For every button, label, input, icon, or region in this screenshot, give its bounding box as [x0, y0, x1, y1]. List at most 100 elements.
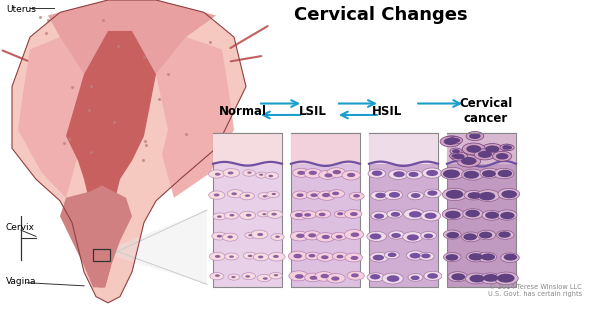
Circle shape — [385, 251, 399, 259]
Circle shape — [443, 252, 461, 262]
Circle shape — [371, 211, 388, 220]
Circle shape — [305, 273, 322, 282]
Circle shape — [464, 171, 479, 179]
Circle shape — [427, 273, 438, 279]
Circle shape — [304, 213, 311, 217]
Circle shape — [479, 192, 495, 201]
Circle shape — [251, 230, 268, 239]
FancyBboxPatch shape — [369, 133, 438, 164]
Circle shape — [304, 231, 321, 240]
Circle shape — [372, 171, 382, 176]
Circle shape — [349, 192, 364, 200]
Circle shape — [469, 133, 481, 139]
Circle shape — [327, 273, 345, 283]
Circle shape — [370, 252, 389, 262]
Circle shape — [406, 251, 425, 260]
Text: Cervical
cancer: Cervical cancer — [460, 97, 512, 125]
Circle shape — [427, 190, 437, 196]
Circle shape — [384, 190, 403, 200]
Circle shape — [257, 274, 271, 281]
Circle shape — [367, 231, 386, 241]
Circle shape — [410, 276, 419, 280]
Text: Normal: Normal — [219, 105, 267, 118]
Circle shape — [451, 152, 467, 161]
Circle shape — [308, 233, 316, 237]
Circle shape — [224, 212, 238, 219]
Circle shape — [215, 274, 220, 277]
Circle shape — [451, 273, 465, 281]
Circle shape — [469, 275, 485, 282]
Circle shape — [325, 173, 332, 177]
Circle shape — [496, 153, 508, 159]
Circle shape — [269, 272, 282, 279]
Circle shape — [446, 254, 458, 261]
Circle shape — [424, 234, 433, 239]
Circle shape — [409, 172, 419, 177]
Text: Cervical Changes: Cervical Changes — [294, 6, 468, 24]
Circle shape — [388, 231, 404, 239]
Circle shape — [310, 276, 317, 280]
Circle shape — [243, 170, 256, 176]
Circle shape — [466, 273, 487, 284]
Circle shape — [497, 170, 512, 177]
Circle shape — [501, 253, 519, 263]
Polygon shape — [60, 185, 132, 287]
Circle shape — [466, 252, 487, 262]
Circle shape — [500, 144, 513, 151]
Circle shape — [232, 276, 236, 278]
Circle shape — [319, 213, 326, 216]
Circle shape — [483, 274, 499, 282]
Circle shape — [212, 232, 227, 240]
Circle shape — [351, 273, 359, 277]
Circle shape — [424, 189, 441, 198]
Circle shape — [229, 214, 235, 216]
Circle shape — [305, 252, 320, 260]
Circle shape — [271, 234, 284, 240]
Circle shape — [493, 151, 512, 161]
Circle shape — [350, 256, 358, 260]
Circle shape — [422, 168, 442, 178]
Circle shape — [263, 195, 267, 197]
Circle shape — [317, 253, 334, 261]
Circle shape — [370, 233, 382, 239]
Circle shape — [258, 193, 271, 199]
Circle shape — [322, 193, 330, 197]
Circle shape — [350, 212, 358, 216]
Circle shape — [257, 211, 269, 217]
Circle shape — [373, 255, 384, 260]
Polygon shape — [156, 37, 234, 198]
Circle shape — [410, 253, 421, 258]
Circle shape — [227, 190, 243, 198]
Circle shape — [271, 213, 277, 216]
Circle shape — [467, 192, 481, 199]
Circle shape — [248, 234, 253, 236]
Circle shape — [247, 171, 251, 174]
Circle shape — [407, 234, 419, 241]
Circle shape — [217, 235, 222, 238]
Circle shape — [446, 232, 459, 239]
Circle shape — [268, 252, 285, 261]
Circle shape — [391, 233, 401, 238]
Circle shape — [371, 191, 388, 200]
Circle shape — [215, 255, 220, 258]
Circle shape — [292, 191, 308, 199]
Circle shape — [337, 212, 343, 215]
Circle shape — [263, 277, 268, 280]
Circle shape — [331, 232, 347, 240]
Circle shape — [445, 211, 461, 219]
Circle shape — [297, 171, 305, 175]
Circle shape — [344, 230, 364, 239]
Circle shape — [232, 192, 237, 195]
Circle shape — [478, 230, 496, 240]
Circle shape — [388, 252, 397, 257]
Circle shape — [461, 232, 481, 242]
Circle shape — [319, 170, 337, 180]
Circle shape — [228, 274, 240, 280]
Circle shape — [443, 170, 460, 178]
Circle shape — [404, 209, 425, 220]
Circle shape — [497, 274, 515, 283]
Circle shape — [502, 145, 511, 150]
Circle shape — [451, 138, 460, 143]
Circle shape — [314, 272, 333, 281]
Circle shape — [446, 190, 463, 199]
